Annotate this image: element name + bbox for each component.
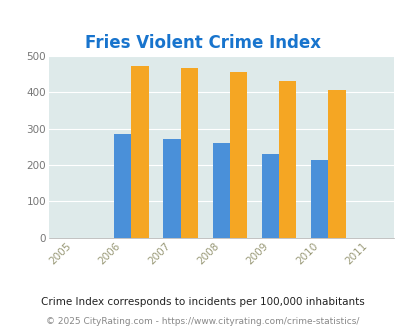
Bar — [114, 134, 131, 238]
Bar — [212, 143, 229, 238]
Text: Fries Violent Crime Index: Fries Violent Crime Index — [85, 34, 320, 52]
Text: Crime Index corresponds to incidents per 100,000 inhabitants: Crime Index corresponds to incidents per… — [41, 297, 364, 307]
Bar — [180, 68, 197, 238]
Text: © 2025 CityRating.com - https://www.cityrating.com/crime-statistics/: © 2025 CityRating.com - https://www.city… — [46, 317, 359, 326]
Bar — [131, 66, 148, 238]
Bar — [279, 81, 296, 238]
Bar — [311, 159, 328, 238]
Bar — [229, 72, 247, 238]
Bar — [328, 90, 345, 238]
Bar — [163, 139, 180, 238]
Bar — [261, 154, 279, 238]
